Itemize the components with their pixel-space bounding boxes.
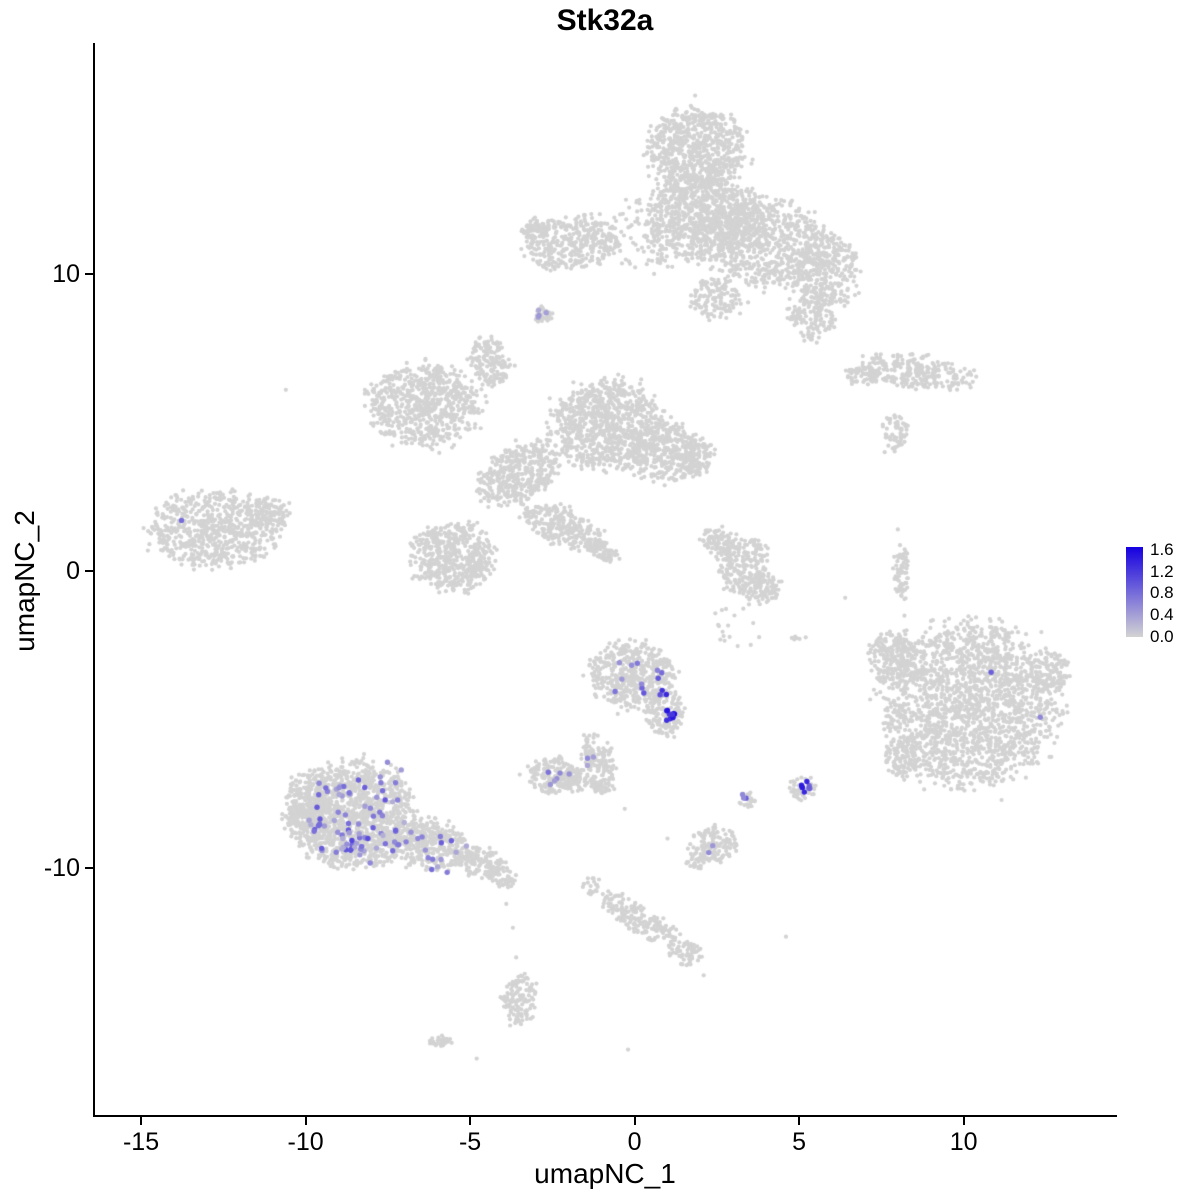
legend-tick-label: 0.0	[1150, 627, 1174, 646]
legend-tick-label: 0.4	[1150, 605, 1174, 625]
legend-tick-label: 1.2	[1150, 561, 1174, 581]
y-tick-label: -10	[43, 854, 80, 883]
x-tick-label: -10	[287, 1128, 324, 1156]
x-tick-label: 10	[949, 1128, 978, 1156]
x-tick-label: -15	[122, 1128, 160, 1156]
x-tick-mark	[633, 1117, 636, 1125]
y-tick-label: 0	[66, 557, 80, 586]
legend-tick-label: 0.8	[1150, 583, 1174, 603]
color-legend: 1.6 1.2 0.8 0.4 0.0	[1122, 540, 1200, 650]
x-axis-line	[93, 1115, 1117, 1117]
y-tick-mark	[85, 272, 93, 275]
legend-tick-label: 1.6	[1150, 539, 1174, 559]
y-tick-label: 10	[52, 259, 80, 288]
x-tick-mark	[798, 1117, 801, 1125]
y-axis-title: umapNC_2	[9, 510, 40, 652]
x-tick-label: 5	[792, 1128, 807, 1156]
y-tick-mark	[85, 570, 93, 573]
y-axis-line	[93, 43, 95, 1117]
legend-gradient-bar	[1126, 547, 1143, 637]
x-tick-mark	[469, 1117, 472, 1125]
x-tick-label: 0	[627, 1128, 642, 1156]
x-tick-mark	[140, 1117, 143, 1125]
plot-title: Stk32a	[556, 4, 654, 37]
y-tick-mark	[85, 867, 93, 870]
x-tick-label: -5	[458, 1128, 482, 1156]
x-tick-mark	[962, 1117, 965, 1125]
x-tick-mark	[304, 1117, 307, 1125]
x-axis-title: umapNC_1	[534, 1158, 676, 1189]
